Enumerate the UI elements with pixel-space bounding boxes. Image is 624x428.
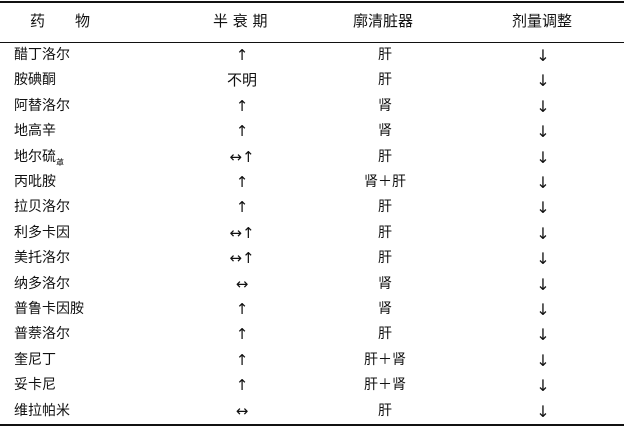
drug-name: 纳多洛尔 [14, 275, 70, 292]
clearance-organ-cell: 肝 [378, 326, 392, 343]
half-life-cell: ↔↑ [229, 223, 255, 242]
drug-name: 阿替洛尔 [14, 97, 70, 114]
dose-adjust-cell: ↓ [536, 46, 550, 65]
dose-adjust-cell: ↓ [536, 223, 550, 243]
clearance-organ-cell: 肝 [378, 224, 392, 241]
drug-name-subscript: 䓬 [56, 157, 64, 167]
half-life-cell: ↑ [235, 122, 249, 141]
table-row: 醋丁洛尔 ↑ 肝 ↓ [0, 43, 624, 68]
drug-name: 地尔硫䓬 [14, 148, 64, 167]
header-clearance-organ: 廓清脏器 [353, 12, 414, 30]
table-row: 美托洛尔 ↔↑ 肝 ↓ [0, 246, 624, 271]
drug-name: 丙吡胺 [14, 174, 56, 190]
table-row: 维拉帕米 ↔ 肝 ↓ [0, 399, 624, 424]
dose-adjust-cell: ↓ [536, 401, 550, 421]
drug-name: 普鲁卡因胺 [14, 301, 84, 317]
clearance-organ-cell: 肾 [378, 123, 392, 140]
half-life-cell: ↑ [235, 376, 249, 395]
drug-name: 奎尼丁 [14, 351, 56, 368]
dose-adjust-cell: ↓ [536, 274, 550, 294]
top-rule [0, 1, 624, 3]
bottom-rule [0, 424, 624, 426]
dose-adjust-cell: ↓ [536, 376, 550, 396]
clearance-organ-cell: 肝 [378, 148, 392, 165]
header-drug: 药 物 [30, 12, 91, 30]
drug-name: 醋丁洛尔 [14, 47, 70, 63]
table-row: 普鲁卡因胺 ↑ 肾 ↓ [0, 297, 624, 322]
table-row: 奎尼丁 ↑ 肝＋肾 ↓ [0, 348, 624, 373]
table-row: 阿替洛尔 ↑ 肾 ↓ [0, 94, 624, 119]
table-row: 妥卡尼 ↑ 肝＋肾 ↓ [0, 373, 624, 398]
drug-name: 利多卡因 [14, 224, 70, 241]
half-life-cell: 不明 [226, 71, 257, 90]
half-life-cell: ↑ [235, 325, 249, 344]
half-life-cell: ↔↑ [229, 147, 255, 166]
clearance-organ-cell: 肾＋肝 [364, 174, 406, 190]
table-row: 拉贝洛尔 ↑ 肝 ↓ [0, 195, 624, 220]
drug-name: 美托洛尔 [14, 250, 70, 267]
half-life-cell: ↑ [235, 350, 249, 369]
clearance-organ-cell: 肝＋肾 [364, 377, 406, 394]
clearance-organ-cell: 肾 [378, 97, 392, 114]
dose-adjust-cell: ↓ [536, 198, 550, 218]
drug-name: 地高辛 [14, 123, 56, 140]
dose-adjust-cell: ↓ [536, 249, 550, 269]
dose-adjust-cell: ↓ [536, 300, 550, 319]
table-row: 丙吡胺 ↑ 肾＋肝 ↓ [0, 170, 624, 195]
table-row: 利多卡因 ↔↑ 肝 ↓ [0, 221, 624, 246]
drug-name: 妥卡尼 [14, 377, 56, 394]
clearance-organ-cell: 肝 [378, 47, 392, 63]
table-row: 普萘洛尔 ↑ 肝 ↓ [0, 322, 624, 347]
clearance-organ-cell: 肝＋肾 [364, 351, 406, 368]
clearance-organ-cell: 肾 [378, 301, 392, 317]
half-life-cell: ↑ [235, 173, 249, 191]
dose-adjust-cell: ↓ [536, 122, 550, 142]
dose-adjust-cell: ↓ [536, 96, 550, 116]
clearance-organ-cell: 肾 [378, 275, 392, 292]
half-life-cell: ↑ [235, 300, 249, 318]
clearance-organ-cell: 肝 [378, 199, 392, 216]
dose-adjust-cell: ↓ [536, 173, 550, 192]
half-life-cell: ↔ [235, 274, 249, 293]
drug-name: 普萘洛尔 [14, 326, 70, 343]
half-life-cell: ↑ [235, 198, 249, 217]
dose-adjust-cell: ↓ [536, 325, 550, 345]
drug-name: 维拉帕米 [14, 402, 70, 419]
clearance-organ-cell: 肝 [378, 72, 392, 89]
clearance-organ-cell: 肝 [378, 402, 392, 419]
dose-adjust-cell: ↓ [536, 350, 550, 370]
half-life-cell: ↔ [235, 401, 249, 420]
dose-adjust-cell: ↓ [536, 71, 550, 91]
table-row: 胺碘酮 不明 肝 ↓ [0, 68, 624, 93]
header-rule [0, 42, 624, 43]
drug-name: 拉贝洛尔 [14, 199, 70, 216]
half-life-cell: ↑ [235, 46, 249, 64]
half-life-cell: ↑ [235, 96, 249, 115]
dose-adjust-cell: ↓ [536, 147, 550, 167]
table-row: 纳多洛尔 ↔ 肾 ↓ [0, 272, 624, 297]
table-row: 地尔硫䓬 ↔↑ 肝 ↓ [0, 145, 624, 170]
half-life-cell: ↔↑ [229, 249, 255, 268]
clearance-organ-cell: 肝 [378, 250, 392, 267]
drug-name: 胺碘酮 [14, 72, 56, 89]
header-half-life: 半 衰 期 [213, 12, 268, 30]
table-row: 地高辛 ↑ 肾 ↓ [0, 119, 624, 144]
header-dose-adjust: 剂量调整 [512, 12, 573, 30]
